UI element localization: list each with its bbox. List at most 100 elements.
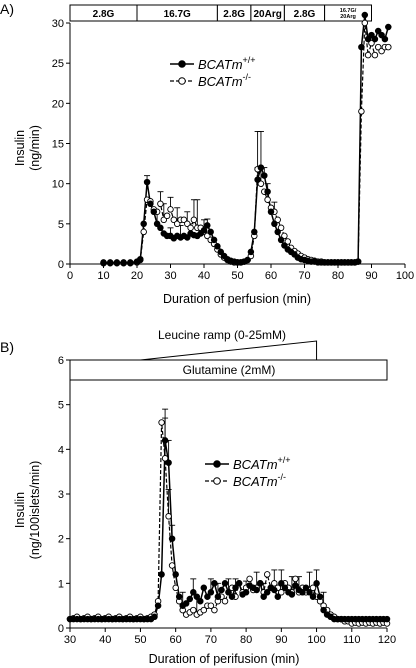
data-point-ko — [221, 597, 229, 605]
data-point-ko — [374, 43, 382, 51]
y-tick-label: 1 — [58, 578, 64, 590]
x-tick-label: 100 — [396, 270, 414, 282]
data-point-wt — [175, 593, 183, 600]
data-point-wt — [358, 43, 365, 51]
data-point-wt — [140, 220, 147, 228]
legend-ko-base: BCATm — [233, 474, 278, 489]
data-point-wt — [106, 259, 114, 266]
data-point-ko — [263, 571, 271, 578]
data-point-wt — [193, 593, 201, 600]
x-tick-label: 80 — [332, 270, 344, 282]
condition-label: 20Arg — [340, 14, 356, 20]
data-point-wt — [150, 208, 158, 216]
x-tick-label: 90 — [365, 270, 377, 282]
y-tick-label: 0 — [58, 259, 64, 271]
panel-a: A) 2.8G 16.7G 2.8G 20Arg 2.8G 16.7G/20Arg 0 10… — [0, 1, 414, 306]
x-tick-label: 40 — [99, 634, 111, 646]
condition-label: 2.8G — [294, 9, 316, 20]
legend-ko-sup: -/- — [278, 472, 287, 482]
legend-wt-base: BCATm — [198, 57, 243, 72]
data-point-wt — [271, 220, 278, 228]
panel-a-ylabel-line1: Insulin — [13, 130, 27, 166]
condition-label: 16.7G — [164, 9, 191, 20]
data-point-ko — [165, 513, 172, 520]
data-point-ko — [277, 224, 285, 232]
data-point-ko — [368, 39, 375, 47]
data-point-ko — [170, 216, 178, 224]
legend-wt-label: BCATm+/+ — [198, 55, 256, 72]
legend-ko-marker — [178, 77, 186, 85]
data-point-wt — [113, 259, 121, 266]
x-tick-label: 80 — [240, 634, 252, 646]
data-point-ko — [284, 238, 292, 245]
panel-b-ylabel-line1: Insulin — [13, 492, 27, 528]
data-point-wt — [288, 591, 296, 598]
x-tick-label: 70 — [298, 270, 310, 282]
data-point-wt — [256, 580, 264, 587]
data-point-wt — [120, 259, 127, 266]
data-point-ko — [180, 216, 188, 224]
panel-a-legend: BCATm+/+ BCATm-/- — [170, 55, 256, 89]
x-tick-label: 20 — [131, 270, 143, 282]
data-point-ko — [292, 575, 299, 583]
condition-label: 2.8G — [93, 9, 115, 20]
x-tick-label: 60 — [265, 270, 277, 282]
y-tick-label: 30 — [52, 18, 64, 30]
x-tick-label: 50 — [231, 270, 243, 282]
data-point-wt — [200, 584, 208, 592]
y-tick-label: 4 — [58, 444, 64, 456]
y-tick-label: 10 — [52, 179, 64, 191]
data-point-wt — [137, 255, 144, 263]
y-tick-label: 2 — [58, 534, 64, 546]
y-tick-label: 15 — [52, 139, 64, 151]
data-point-wt — [251, 228, 258, 236]
data-point-wt — [232, 584, 239, 592]
legend-ko-marker — [213, 477, 221, 485]
data-point-wt — [247, 248, 255, 256]
data-point-wt — [204, 593, 211, 600]
leucine-ramp-label: Leucine ramp (0-25mM) — [158, 328, 286, 342]
data-point-wt — [385, 23, 392, 31]
data-point-ko — [264, 196, 271, 203]
data-point-wt — [320, 606, 327, 614]
data-point-ko — [187, 224, 194, 232]
data-point-ko — [364, 51, 372, 59]
data-point-wt — [154, 602, 162, 609]
legend-ko-base: BCATm — [198, 74, 243, 89]
data-point-wt — [211, 580, 218, 587]
legend-wt-label: BCATm+/+ — [233, 455, 291, 472]
data-point-wt — [172, 571, 179, 578]
data-point-wt — [281, 242, 288, 249]
data-point-wt — [361, 11, 369, 19]
data-point-ko — [157, 200, 164, 208]
x-tick-label: 90 — [275, 634, 287, 646]
panel-a-axes: 0 10 20 30 40 50 60 70 80 90 100 0 5 10 15 20 25 30 — [52, 18, 414, 282]
y-tick-label: 20 — [52, 98, 64, 110]
y-tick-label: 3 — [58, 489, 64, 501]
data-point-wt — [374, 27, 382, 35]
panel-b-xlabel: Duration of perifusion (min) — [149, 652, 300, 666]
data-point-wt — [371, 35, 379, 43]
x-tick-label: 110 — [343, 634, 361, 646]
y-tick-label: 0 — [58, 623, 64, 635]
data-point-wt — [299, 589, 306, 596]
data-point-wt — [281, 584, 289, 592]
data-point-wt — [254, 176, 261, 183]
legend-wt-sup: +/+ — [243, 55, 256, 65]
panel-b-legend: BCATm+/+ BCATm-/- — [205, 455, 291, 489]
data-point-wt — [257, 164, 265, 171]
legend-ko-sup: -/- — [243, 72, 252, 82]
data-point-wt — [143, 178, 151, 186]
y-tick-label: 25 — [52, 58, 64, 70]
x-tick-label: 30 — [164, 270, 176, 282]
x-tick-label: 0 — [67, 270, 73, 282]
data-point-wt — [168, 535, 176, 542]
condition-segment — [324, 4, 373, 22]
data-point-wt — [263, 589, 271, 596]
data-point-wt — [197, 597, 204, 605]
data-point-wt — [260, 593, 267, 600]
leucine-ramp-shape — [140, 340, 318, 361]
condition-label: 2.8G — [223, 9, 245, 20]
data-point-wt — [214, 243, 221, 250]
